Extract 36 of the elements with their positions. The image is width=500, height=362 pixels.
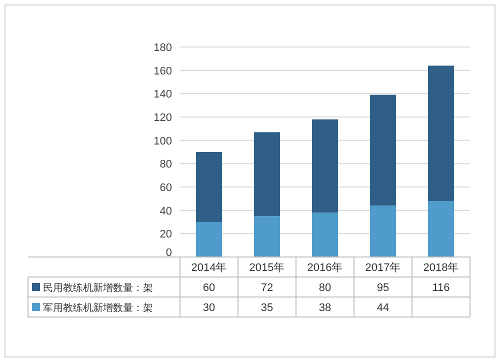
y-tick-label: 180 — [154, 42, 172, 54]
x-tick-label: 2014年 — [191, 262, 227, 274]
bar — [312, 212, 338, 257]
x-tick-label: 2017年 — [365, 262, 401, 274]
y-tick-label: 60 — [160, 182, 172, 194]
data-label: 44 — [376, 302, 390, 314]
data-label: 38 — [318, 302, 332, 314]
data-label: 116 — [432, 282, 450, 294]
x-tick-label: 2018年 — [423, 262, 459, 274]
bar — [370, 206, 396, 257]
x-tick-label: 2016年 — [307, 262, 343, 274]
bar — [254, 216, 280, 257]
data-label: 95 — [376, 282, 390, 294]
y-tick-label: 80 — [160, 158, 172, 171]
data-label: 72 — [260, 282, 274, 294]
legend-label: 民用教练机新增数量：架 — [43, 282, 153, 294]
data-label: 35 — [260, 302, 274, 314]
y-tick-label: 100 — [154, 135, 172, 148]
legend-label: 军用教练机新增数量：架 — [43, 302, 153, 314]
bar — [196, 152, 222, 222]
bar — [370, 94, 396, 206]
data-label: 30 — [202, 302, 216, 314]
y-tick-label: 20 — [160, 228, 172, 241]
y-tick-label: 0 — [166, 247, 172, 259]
y-tick-label: 120 — [154, 112, 172, 124]
y-tick-label: 140 — [154, 88, 172, 101]
y-tick-label: 40 — [160, 205, 172, 218]
data-label: 80 — [318, 282, 332, 294]
y-tick-label: 160 — [154, 65, 172, 78]
bar — [312, 119, 338, 213]
x-tick-label: 2015年 — [249, 262, 285, 274]
data-label: 60 — [202, 282, 216, 294]
bar — [428, 66, 454, 201]
bar — [196, 222, 222, 257]
bar — [428, 201, 454, 257]
bar — [254, 132, 280, 216]
